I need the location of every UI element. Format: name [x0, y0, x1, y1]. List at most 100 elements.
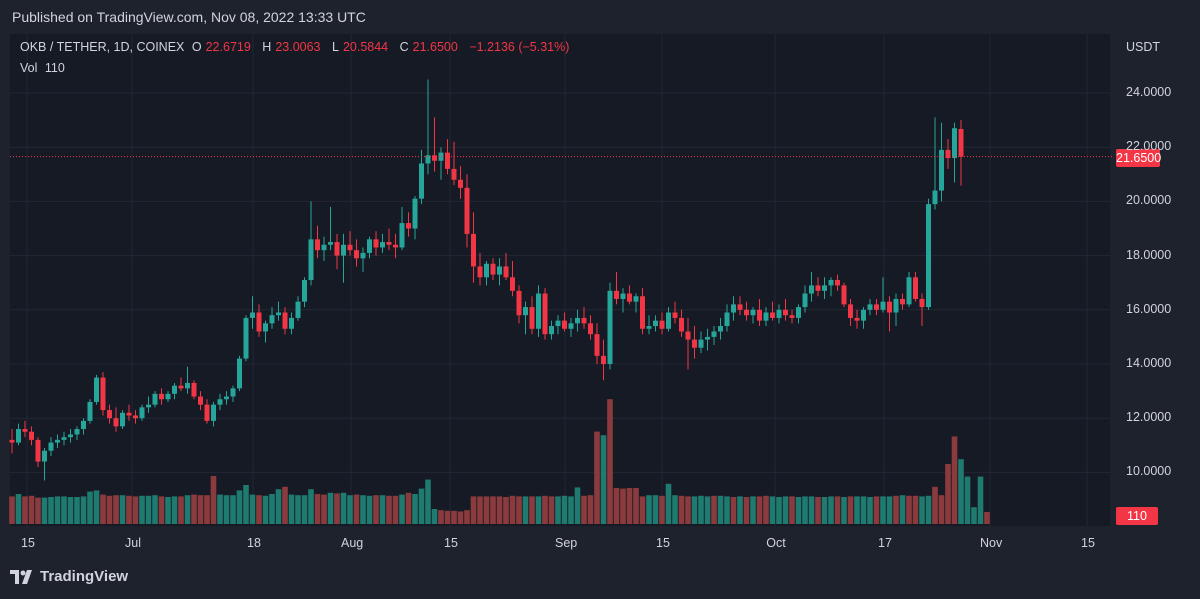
volume-bar — [633, 488, 639, 524]
volume-bar — [210, 476, 217, 524]
candle-body — [802, 293, 808, 308]
volume-bar — [321, 494, 327, 524]
candle-body — [217, 399, 223, 405]
volume-bar — [717, 495, 724, 524]
volume-bar — [93, 490, 100, 524]
volume-bar — [984, 512, 990, 524]
volume-bar — [379, 495, 386, 524]
candle-body — [237, 358, 242, 389]
volume-bar — [80, 496, 87, 524]
candle-body — [828, 279, 834, 286]
volume-bar — [724, 496, 730, 524]
candle-body — [770, 312, 775, 318]
volume-bar — [74, 497, 80, 524]
vol-value: 110 — [44, 61, 65, 75]
volume-bar — [204, 495, 210, 524]
volume-bar — [639, 496, 646, 524]
candle-body — [477, 266, 483, 278]
candle-body — [399, 223, 405, 248]
volume-bar — [620, 488, 626, 524]
volume-bar — [392, 495, 399, 524]
candle-body — [471, 233, 476, 267]
volume-bar — [594, 431, 600, 524]
high-value: 23.0063 — [275, 40, 321, 54]
candle-body — [172, 385, 177, 394]
volume-bar — [626, 488, 633, 524]
volume-bar — [756, 496, 763, 524]
symbol-label[interactable]: OKB / TETHER, 1D, COINEX — [20, 40, 185, 54]
candle-body — [646, 326, 652, 329]
volume-bar — [951, 436, 958, 524]
candle-body — [61, 437, 67, 440]
candle-body — [16, 429, 21, 443]
candle-body — [698, 339, 704, 348]
tradingview-logo-icon — [10, 569, 32, 584]
volume-bar — [938, 495, 945, 524]
close-label: C — [399, 40, 409, 54]
volume-bar — [444, 510, 451, 524]
candle-body — [536, 293, 541, 329]
candle-body — [549, 326, 554, 335]
volume-bar — [548, 496, 555, 524]
candle-body — [87, 401, 93, 421]
volume-bar — [964, 476, 971, 524]
candle-body — [315, 239, 320, 251]
candle-body — [958, 128, 964, 157]
candle-body — [354, 250, 359, 259]
volume-bar — [464, 510, 470, 524]
candle-body — [497, 266, 502, 275]
volume-bar — [412, 494, 418, 524]
vol-label[interactable]: Vol — [20, 61, 38, 75]
candle-body — [185, 382, 190, 389]
volume-bar — [171, 496, 178, 524]
volume-bar — [373, 495, 379, 524]
volume-bar — [886, 496, 893, 524]
candle-body — [744, 309, 749, 316]
candle-body — [594, 334, 600, 356]
volume-bar — [795, 497, 802, 524]
candle-body — [451, 168, 457, 180]
volume-bar — [119, 495, 126, 524]
candle-body — [295, 301, 301, 318]
volume-bar — [522, 496, 529, 524]
candle-body — [302, 279, 307, 302]
candle-body — [256, 312, 262, 332]
candle-body — [328, 242, 333, 245]
current-price-tag: 21.6500 — [1116, 149, 1162, 167]
candle-body — [126, 412, 132, 416]
volume-bar — [15, 494, 22, 524]
candle-body — [510, 277, 515, 291]
candle-body — [601, 355, 606, 364]
volume-bar — [672, 495, 678, 524]
candle-body — [614, 290, 619, 299]
volume-bar — [41, 497, 48, 524]
candle-body — [74, 429, 80, 435]
candle-body — [711, 331, 717, 337]
tradingview-logo[interactable]: TradingView — [10, 568, 128, 585]
volume-bar — [457, 511, 464, 524]
candle-body — [94, 377, 99, 402]
volume-bar — [529, 496, 535, 524]
volume-bar — [132, 496, 139, 524]
candle-body — [653, 320, 658, 327]
volume-bar — [353, 494, 360, 524]
volume-bar — [834, 496, 841, 524]
volume-bar — [854, 496, 860, 524]
low-value: 20.5844 — [342, 40, 389, 54]
volume-bar — [867, 497, 873, 524]
volume-bar — [841, 497, 847, 524]
close-value: 21.6500 — [412, 40, 458, 54]
price-tick-label: 18.0000 — [1126, 247, 1172, 262]
volume-bar — [698, 495, 704, 524]
candle-body — [737, 304, 743, 310]
candle-body — [380, 242, 385, 248]
volume-bar — [711, 495, 717, 524]
currency-label: USDT — [1126, 40, 1161, 54]
volume-bar — [880, 496, 886, 524]
candle-body — [939, 149, 944, 191]
candle-body — [952, 128, 957, 159]
candle-body — [386, 242, 392, 245]
volume-bar — [425, 479, 431, 524]
volume-bar — [568, 496, 574, 524]
